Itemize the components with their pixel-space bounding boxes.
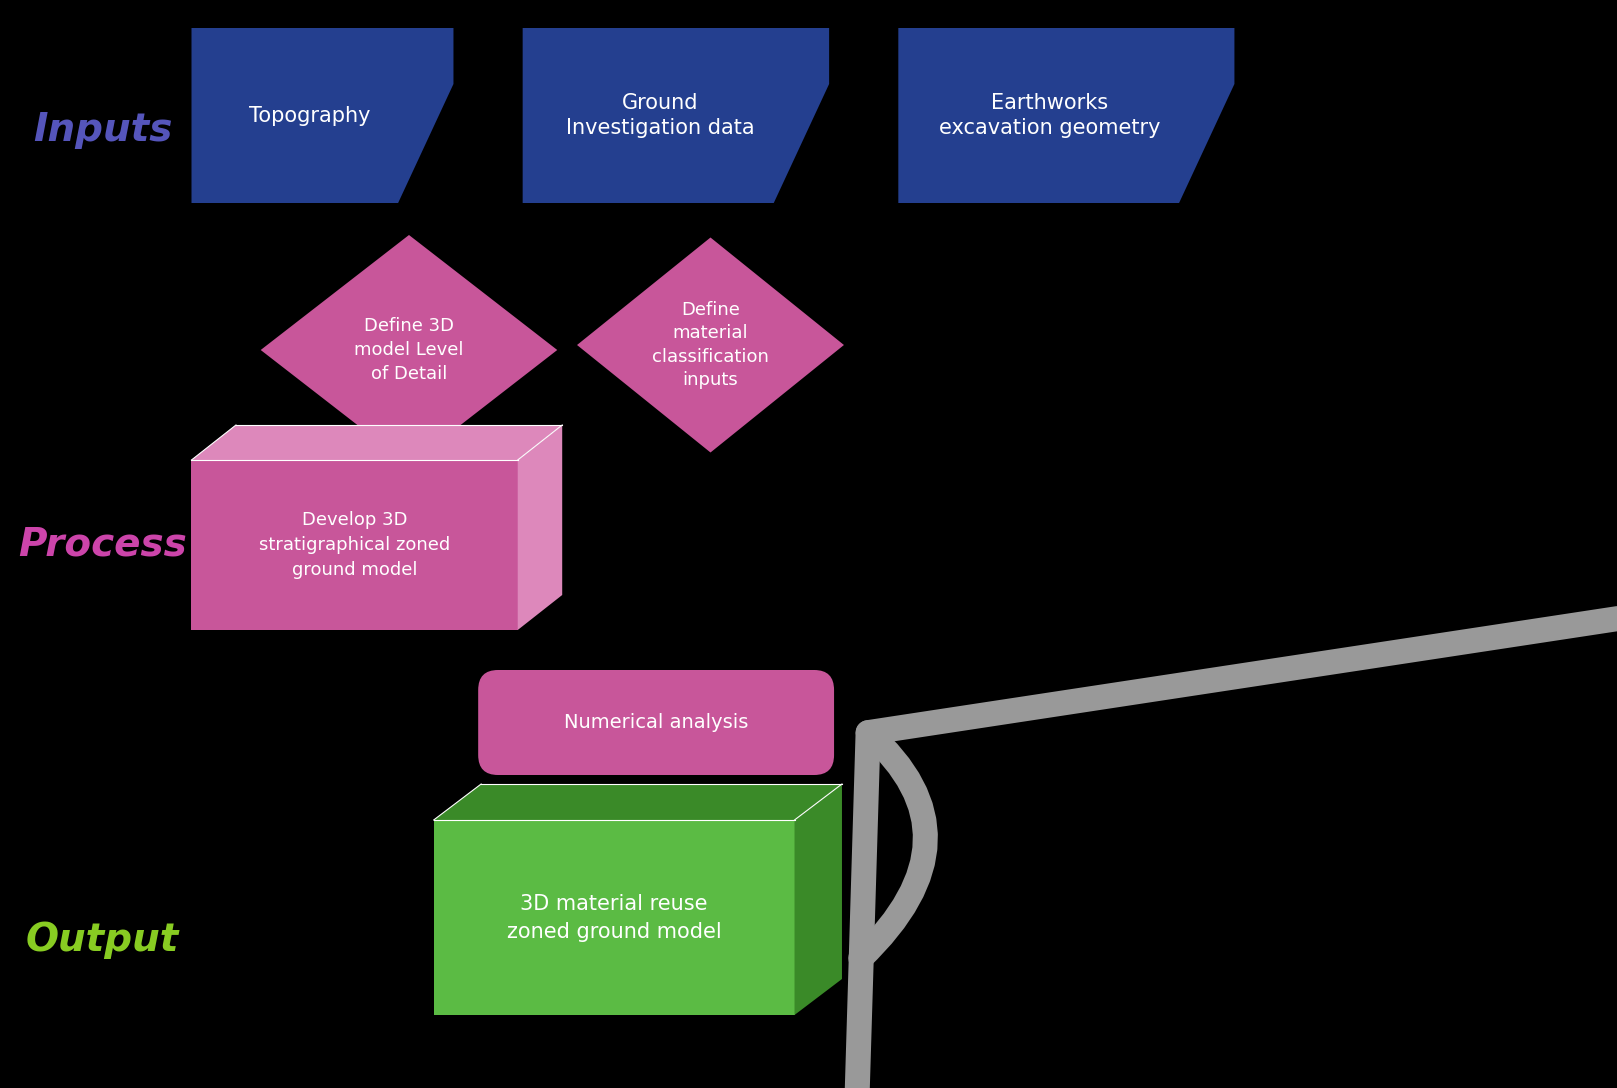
Polygon shape (899, 28, 1234, 203)
FancyBboxPatch shape (479, 670, 834, 775)
Text: Define
material
classification
inputs: Define material classification inputs (652, 300, 770, 390)
Polygon shape (517, 425, 563, 630)
Text: Define 3D
model Level
of Detail: Define 3D model Level of Detail (354, 318, 464, 383)
Text: Topography: Topography (249, 106, 370, 125)
Text: Inputs: Inputs (32, 111, 173, 149)
Text: Earthworks
excavation geometry: Earthworks excavation geometry (939, 94, 1161, 138)
Text: Ground
Investigation data: Ground Investigation data (566, 94, 755, 138)
Polygon shape (191, 460, 517, 630)
Text: Output: Output (26, 922, 179, 959)
Polygon shape (260, 235, 558, 465)
Polygon shape (433, 820, 794, 1015)
FancyArrowPatch shape (826, 529, 1617, 1088)
Polygon shape (433, 784, 842, 820)
Text: Develop 3D
stratigraphical zoned
ground model: Develop 3D stratigraphical zoned ground … (259, 511, 450, 579)
Polygon shape (577, 237, 844, 453)
Polygon shape (191, 28, 453, 203)
Text: Numerical analysis: Numerical analysis (564, 713, 749, 732)
Text: 3D material reuse
zoned ground model: 3D material reuse zoned ground model (506, 893, 721, 941)
Polygon shape (794, 784, 842, 1015)
Polygon shape (522, 28, 830, 203)
Text: Process: Process (18, 526, 188, 564)
Polygon shape (191, 425, 563, 460)
